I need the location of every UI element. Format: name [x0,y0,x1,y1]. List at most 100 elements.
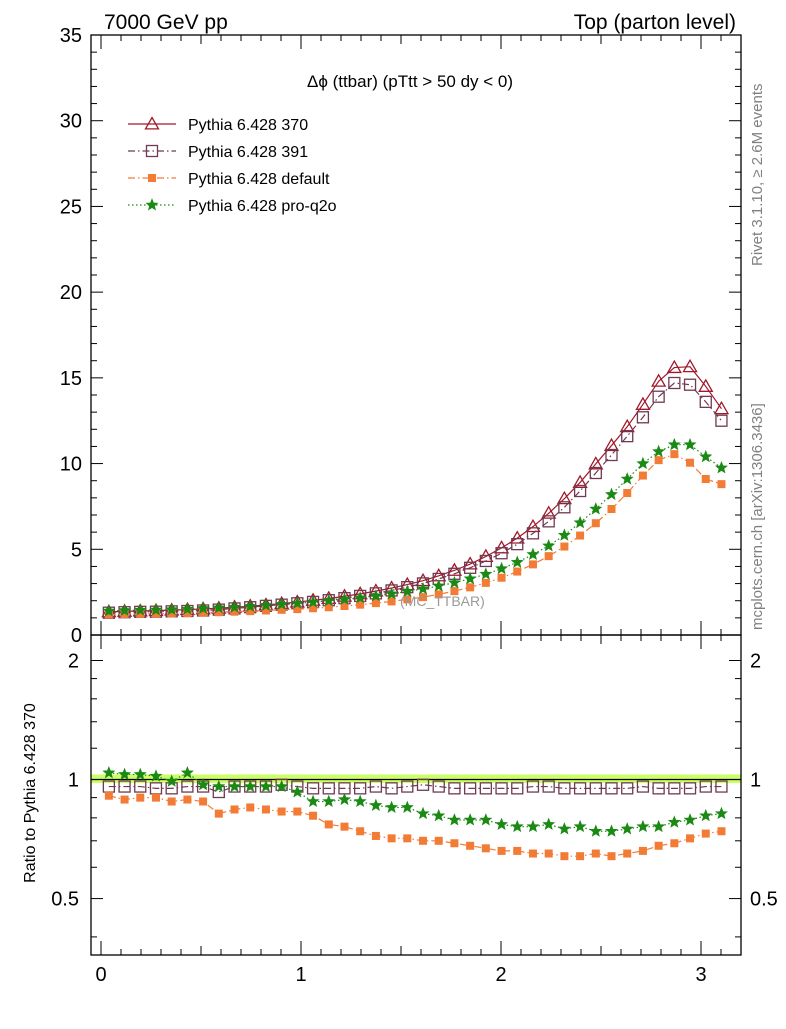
ratio-y-tick-label: 0.5 [51,889,79,911]
main-series-1-point [683,378,697,391]
ratio-series-1-point [293,807,302,816]
main-series-3-point [275,597,289,610]
ratio-y-axis-label: Ratio to Pythia 6.428 370 [22,703,39,883]
ratio-series-1-point [183,795,192,804]
ratio-series-0-point [636,780,650,793]
main-series-2-point [293,605,302,614]
ratio-series-1-point [214,809,223,818]
ratio-series-2-point [557,822,571,835]
analysis-watermark: (MC_TTBAR) [400,593,485,609]
main-series-0-point [713,400,730,415]
ratio-y-tick-label-right: 2 [750,650,761,672]
ratio-series-2-point [463,813,477,826]
main-series-0-point [666,359,682,374]
main-series-3-point [102,604,116,617]
ratio-series-0-point [668,782,681,795]
ratio-series-0-point [542,780,555,793]
ratio-series-1-line [108,795,722,857]
main-series-3-point [149,603,163,616]
ratio-series-1-point [230,805,239,814]
ratio-series-2-point [432,808,446,822]
ratio-series-1-point [199,797,208,806]
main-series-3-point [510,555,524,568]
ratio-series-2-point [212,779,226,793]
main-series-3-point [180,602,194,615]
main-series-2-point [623,489,632,498]
main-series-3-point [479,567,493,580]
main-series-1-point [542,515,555,528]
ratio-series-1-point [670,839,679,848]
main-series-3-point [542,539,556,552]
main-series-2-point [419,593,428,602]
main-series-2-point [701,475,710,483]
main-series-1-point [699,395,712,409]
ratio-series-1-point [654,841,663,850]
ratio-series-2-point [699,808,713,822]
ratio-series-0-point [605,782,618,795]
ratio-series-2-point [589,824,603,837]
ratio-series-2-point [369,798,383,811]
main-series-2 [104,450,726,619]
ratio-series-2-point [306,794,320,808]
main-series-2-point [309,604,318,613]
ratio-series-1-point [638,846,647,855]
main-series-3-point [526,547,540,560]
main-series-2-point [261,606,270,615]
main-series-2-point [277,605,286,614]
ratio-series-2-point [275,779,289,793]
ratio-series-1-point [324,820,333,829]
main-series-3-point [212,601,226,614]
ratio-series-2-point [495,817,509,830]
ratio-series-0-point [495,782,508,795]
main-series-3-point [557,528,571,541]
ratio-y-tick-label: 2 [68,650,79,672]
legend-label: Pythia 6.428 370 [188,117,308,134]
ratio-series-0-point [306,782,320,795]
main-series-1-point [668,376,681,390]
ratio-series-1-point [544,849,553,858]
ratio-series-1-point [686,834,695,843]
ratio-series-1-point [136,793,145,802]
header-energy: 7000 GeV pp [104,11,228,34]
ratio-series-2-point [102,765,116,779]
main-series-0-point [651,373,667,387]
ratio-series-2-point [149,769,163,782]
main-y-tick-label: 0 [71,625,82,647]
ratio-series-2-point [259,779,273,793]
main-series-3-point [259,598,273,611]
main-series-1-point [589,466,602,480]
main-panel-series [101,358,730,619]
main-series-2-point [481,578,490,587]
legend: Pythia 6.428 370 Pythia 6.428 391 Pythia 6… [128,116,337,215]
ratio-series-0-point [621,782,634,795]
ratio-series-0-point [715,780,728,793]
main-series-0-point [446,562,463,576]
main-series-1-point [558,501,571,514]
ratio-series-2-point [337,792,351,806]
main-series-2-point [686,458,695,467]
ratio-series-2-point [243,779,257,793]
main-series-2-point [120,610,129,619]
main-series-0-point [635,396,651,410]
main-series-0-point [462,556,478,570]
ratio-series-2-point [573,819,587,833]
ratio-y-tick-label-right: 1 [750,770,761,792]
main-series-0-point [431,568,447,582]
ratio-series-0-point [118,780,131,793]
ratio-series-2-point [180,765,194,779]
ratio-series-0-point [573,782,587,795]
main-series-3-point [667,437,681,451]
ratio-series-1-point [513,846,522,855]
main-series-3-point [683,437,697,451]
ratio-series-0-point [683,782,697,795]
mcplots-label: mcplots.cern.ch [arXiv:1306.3436] [749,403,766,630]
main-series-2-point [670,450,679,459]
main-series-0-point [603,437,620,452]
ratio-y-tick-label: 1 [68,770,79,792]
ratio-series-1-point [167,797,176,806]
main-series-2-point [497,573,506,582]
ratio-series-1-point [387,834,396,843]
